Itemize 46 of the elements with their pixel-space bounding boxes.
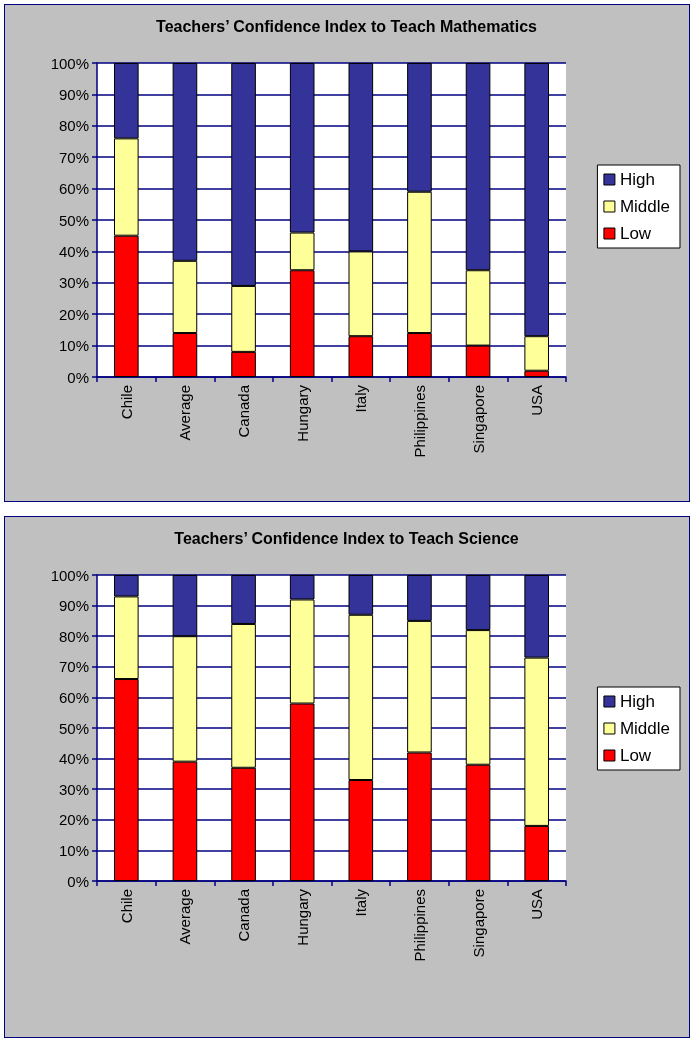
x-tick-label: Average [176,385,194,441]
x-tick-label: Canada [235,384,253,438]
y-tick-label: 100% [50,566,89,584]
legend-label: Low [619,224,652,243]
chart-title: Teachers’ Confidence Index to Teach Mathematics [156,17,538,35]
x-tick-label: Philippines [410,889,428,962]
y-tick-label: 50% [58,211,89,229]
legend-label: Low [619,746,652,765]
y-tick-label: 80% [58,117,89,135]
y-tick-label: 70% [58,148,89,166]
x-tick-label: Italy [352,384,370,413]
x-tick-label: Hungary [293,888,311,946]
y-tick-label: 90% [58,597,89,615]
y-tick-label: 60% [58,688,89,706]
x-tick-label: Canada [235,888,253,942]
y-tick-label: 30% [58,274,89,292]
y-tick-label: 0% [67,368,89,386]
x-tick-label: Hungary [293,384,311,442]
y-tick-label: 10% [58,337,89,355]
y-tick-label: 50% [58,719,89,737]
y-tick-label: 20% [58,305,89,323]
x-tick-label: USA [528,889,546,920]
y-tick-label: 20% [58,811,89,829]
y-tick-label: 30% [58,780,89,798]
y-tick-label: 90% [58,85,89,103]
y-tick-label: 40% [58,242,89,260]
legend-label: High [619,692,655,711]
x-tick-label: Singapore [469,385,487,454]
y-tick-label: 100% [50,54,89,72]
x-tick-label: USA [528,385,546,416]
y-tick-label: 40% [58,750,89,768]
legend-label: High [619,170,655,189]
y-tick-label: 80% [58,627,89,645]
x-tick-label: Chile [117,889,135,924]
y-tick-label: 60% [58,180,89,198]
legend-label: Middle [619,719,671,738]
legend-label: Middle [619,197,671,216]
x-tick-label: Italy [352,888,370,917]
chart-title: Teachers’ Confidence Index to Teach Science [174,529,519,547]
x-tick-label: Average [176,889,194,945]
x-tick-label: Chile [117,385,135,420]
y-tick-label: 0% [67,872,89,890]
x-tick-label: Philippines [410,385,428,458]
x-tick-label: Singapore [469,889,487,958]
y-tick-label: 70% [58,658,89,676]
y-tick-label: 10% [58,841,89,859]
